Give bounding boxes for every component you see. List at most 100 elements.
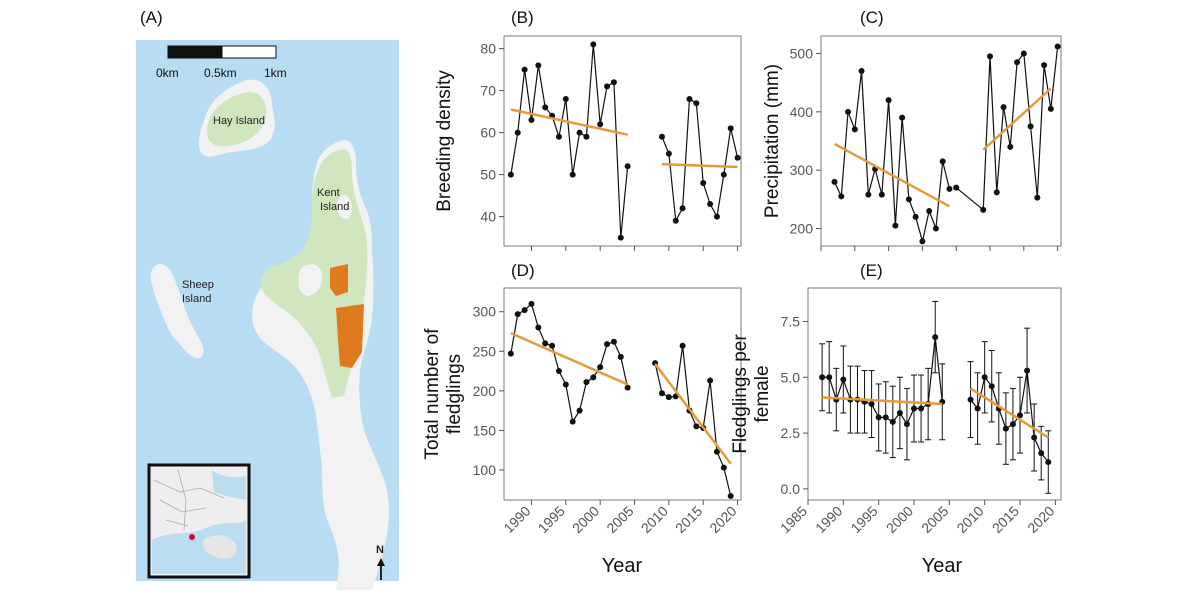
panel-e-xlabel: Year xyxy=(922,555,963,577)
panel-b-data-point xyxy=(659,133,665,140)
panel-c-ytick-label: 200 xyxy=(790,221,814,237)
panel-b-data-point xyxy=(624,163,631,170)
north-arrow: N xyxy=(376,544,385,580)
panel-b-data-point xyxy=(707,201,714,207)
panel-d-xtick-label: 1995 xyxy=(535,503,568,536)
panel-e-data-point xyxy=(932,334,939,341)
panel-d-frame xyxy=(503,287,742,501)
panel-b-data-point xyxy=(693,100,700,107)
panel-e-xtick-label: 2000 xyxy=(883,503,916,536)
panel-c-ytick-label: 400 xyxy=(790,104,814,120)
panel-c-data-point xyxy=(831,178,838,185)
panel-b-ytick-label: 60 xyxy=(480,125,496,141)
panel-b-data-point xyxy=(720,171,727,178)
panel-c-ytick-label: 500 xyxy=(790,46,814,62)
panel-c-data-point xyxy=(851,126,858,133)
panel-c-data-point xyxy=(858,68,865,74)
panel-d-ytick-label: 100 xyxy=(473,462,497,478)
kent-island-clearing xyxy=(298,264,323,296)
panel-b-data-point xyxy=(610,79,617,86)
panel-d-data-point xyxy=(604,341,611,348)
panel-c-data-point xyxy=(932,225,939,232)
panel-e-xtick-label: 1990 xyxy=(812,503,845,536)
chart-panel-c: (C) Precipitation (mm) 200 300 400 500 xyxy=(762,8,1062,251)
kent-island-label-line2: Island xyxy=(320,201,349,213)
panel-c-data-point xyxy=(1034,194,1041,201)
chart-panel-e: (E) Fledglings per female Year 0.0 2.5 5.0… xyxy=(730,261,1062,577)
panel-c-data-point xyxy=(838,193,845,200)
panel-b-data-point xyxy=(562,96,569,102)
panel-d-label: (D) xyxy=(511,261,535,280)
panel-c-data-point xyxy=(993,189,1000,196)
panel-d-ylabel-line1: Total number of xyxy=(422,328,443,460)
panel-c-label: (C) xyxy=(860,8,884,27)
panel-c-data-point xyxy=(845,108,852,115)
panel-d-data-point xyxy=(583,379,590,386)
study-plot-north xyxy=(330,264,348,296)
panel-b-data-point xyxy=(569,171,576,178)
panel-e-xtick-label: 1995 xyxy=(847,503,880,536)
panel-b-data-point xyxy=(507,171,514,178)
panel-d-data-point xyxy=(610,338,617,345)
panel-e-ytick-label: 0.0 xyxy=(781,481,801,497)
panel-d-xtick-label: 2010 xyxy=(638,503,671,536)
panel-b-ylabel: Breeding density xyxy=(434,70,455,212)
panel-d-data-point xyxy=(659,390,665,397)
panel-b-ytick-label: 80 xyxy=(480,41,496,57)
panel-e-ylabel-line1: Fledglings per xyxy=(730,334,751,454)
scale-bar: 0km 0.5km 1km xyxy=(156,45,287,80)
panel-c-data-point xyxy=(1007,143,1014,150)
panel-c-data-point xyxy=(946,185,953,192)
panel-b-data-point xyxy=(521,66,528,73)
panel-d-data-point xyxy=(597,364,604,371)
panel-d-data-point xyxy=(542,340,549,347)
scale-label-half: 0.5km xyxy=(204,66,237,80)
panel-e-data-point xyxy=(819,374,826,381)
panel-e-xtick-label: 2010 xyxy=(953,503,986,536)
panel-b-data-point xyxy=(665,150,672,157)
hay-island-label: Hay Island xyxy=(213,115,265,127)
panel-e-ytick-label: 7.5 xyxy=(781,313,801,329)
panel-c-data-point xyxy=(919,238,926,245)
panel-c-trend-line-2 xyxy=(982,87,1052,151)
panel-d-ylabel-line2: fledglings xyxy=(444,354,465,434)
panel-e-data-point xyxy=(918,405,925,412)
panel-d-ytick-label: 150 xyxy=(473,422,497,438)
panel-c-data-point xyxy=(899,114,906,121)
panel-c-ylabel: Precipitation (mm) xyxy=(762,64,783,218)
chart-panel-b: (B) Breeding density 40 50 60 70 80 xyxy=(434,8,742,251)
panel-d-data-point xyxy=(590,374,597,381)
panel-b-ytick-label: 40 xyxy=(480,209,496,225)
panel-c-data-point xyxy=(892,222,899,229)
panel-d-xlabel: Year xyxy=(602,555,643,577)
inset-location-marker xyxy=(189,534,195,540)
panel-d-data-point xyxy=(562,381,569,388)
panel-e-data-point xyxy=(1017,412,1024,419)
panel-e-data-point xyxy=(911,405,918,412)
panel-d-data-point xyxy=(713,448,720,455)
panel-b-data-point xyxy=(535,62,542,69)
panel-d-data-point xyxy=(665,394,672,401)
panel-e-data-point xyxy=(840,376,847,383)
panel-b-label: (B) xyxy=(511,8,534,27)
panel-e-xtick-label: 1985 xyxy=(777,503,810,536)
panel-d-ytick-label: 250 xyxy=(473,343,497,359)
panel-d-data-point xyxy=(707,377,714,384)
panel-d-xtick-label: 2020 xyxy=(706,503,739,536)
inset-water xyxy=(212,470,246,500)
panel-d-xtick-label: 2015 xyxy=(672,503,705,536)
panel-e-data-point xyxy=(988,383,995,390)
panel-c-data-point xyxy=(1041,62,1048,69)
panel-c-data-point xyxy=(987,53,994,60)
panel-d-data-point xyxy=(617,353,624,360)
panel-c-series-1-line xyxy=(833,70,951,242)
panel-c-data-point xyxy=(939,158,946,165)
study-plot-south xyxy=(336,304,364,368)
panel-c-data-point xyxy=(1000,104,1007,111)
panel-b-data-point xyxy=(700,180,707,186)
panel-d-data-point xyxy=(514,311,521,318)
panel-d-xtick-label: 2000 xyxy=(569,503,602,536)
panel-e-label: (E) xyxy=(860,261,883,280)
chart-panel-d: (D) Total number of fledglings Year 100 1… xyxy=(422,261,742,577)
